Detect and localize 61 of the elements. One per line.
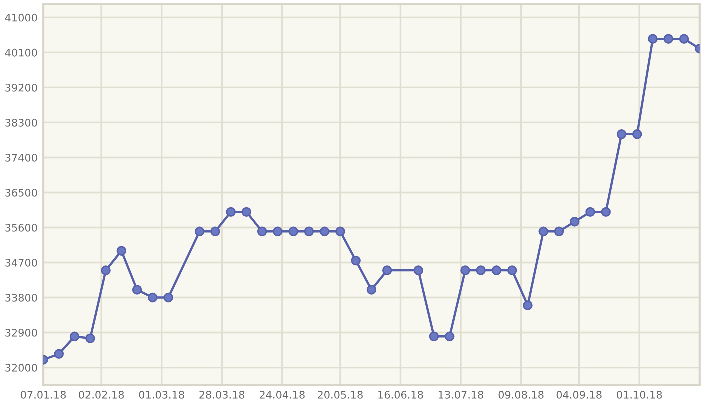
y-tick-label: 36500 xyxy=(6,188,38,197)
point xyxy=(586,207,596,218)
point xyxy=(101,266,111,276)
x-tick-label: 16.06.18 xyxy=(378,391,424,399)
point xyxy=(226,207,236,218)
point xyxy=(476,266,486,276)
point xyxy=(86,334,96,344)
point xyxy=(648,34,658,44)
point xyxy=(492,266,502,276)
point xyxy=(444,332,455,342)
point xyxy=(194,226,205,236)
point xyxy=(664,34,674,44)
point xyxy=(382,266,392,276)
point xyxy=(148,292,158,303)
x-tick-label: 01.10.18 xyxy=(617,391,662,399)
point xyxy=(54,349,64,360)
point xyxy=(132,285,142,295)
x-tick-label: 02.02.18 xyxy=(79,391,124,399)
y-tick-label: 40100 xyxy=(5,48,38,57)
point xyxy=(632,130,642,140)
point xyxy=(351,256,361,266)
x-tick-label: 04.09.18 xyxy=(556,391,602,399)
point xyxy=(429,332,440,342)
point xyxy=(570,217,580,227)
x-tick-label: 20.05.18 xyxy=(318,391,363,399)
y-tick-label: 33800 xyxy=(6,294,38,302)
point xyxy=(116,246,127,256)
y-tick-label: 32000 xyxy=(6,364,38,372)
x-tick-label: 01.03.18 xyxy=(139,391,184,399)
x-tick-label: 24.04.18 xyxy=(260,391,305,399)
point xyxy=(679,34,690,44)
point xyxy=(508,266,518,276)
point xyxy=(304,226,314,236)
point xyxy=(210,226,220,236)
y-tick-label: 41000 xyxy=(5,14,38,22)
point xyxy=(164,292,174,303)
point xyxy=(414,266,424,276)
x-tick-label: 07.01.18 xyxy=(21,391,66,399)
point xyxy=(273,226,283,236)
point xyxy=(288,226,298,236)
point xyxy=(616,130,627,140)
point xyxy=(320,226,330,236)
point xyxy=(242,207,252,218)
point xyxy=(601,207,611,218)
y-tick-label: 34700 xyxy=(6,258,38,267)
point xyxy=(257,226,268,236)
point xyxy=(70,332,80,342)
y-tick-label: 38300 xyxy=(6,118,38,127)
y-tick-label: 37400 xyxy=(6,154,38,162)
point xyxy=(366,285,377,295)
y-tick-label: 35600 xyxy=(6,224,38,232)
point xyxy=(538,226,548,236)
y-tick-label: 32900 xyxy=(6,328,38,337)
point xyxy=(460,266,470,276)
point xyxy=(554,226,564,236)
x-tick-label: 13.07.18 xyxy=(438,391,484,399)
y-tick-label: 39200 xyxy=(6,84,38,92)
x-tick-label: 09.08.18 xyxy=(498,391,544,399)
point xyxy=(336,226,346,236)
point xyxy=(523,300,533,310)
x-tick-label: 28.03.18 xyxy=(200,391,245,399)
